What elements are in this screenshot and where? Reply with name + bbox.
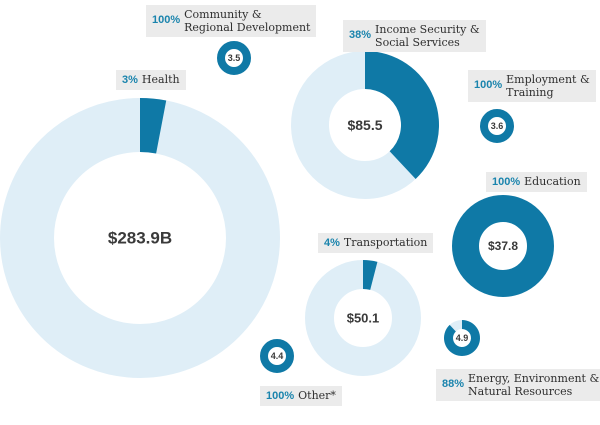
category-name-community-line2: Regional Development — [184, 21, 311, 34]
category-name-community-line1: Community & — [184, 8, 262, 21]
share-label-education: 100% — [492, 176, 521, 188]
share-label-health: 3% — [122, 74, 138, 86]
category-name-income-line1: Income Security & — [375, 23, 480, 36]
total-label-other: 4.4 — [271, 351, 284, 361]
category-name-energy-line2: Natural Resources — [468, 385, 573, 398]
donut-income: $85.5 — [291, 51, 440, 199]
label-other: 100% Other* — [260, 386, 342, 406]
total-label-employment: 3.6 — [491, 121, 504, 131]
total-label-health: $283.9B — [108, 229, 172, 248]
category-name-income-line2: Social Services — [375, 36, 460, 49]
category-name-employment-line1: Employment & — [506, 73, 590, 86]
donut-health: $283.9B — [0, 98, 280, 378]
label-energy: 88% Energy, Environment & Natural Resour… — [436, 369, 600, 401]
share-label-income: 38% — [349, 29, 372, 41]
donut-employment: 3.6 — [480, 109, 514, 143]
label-community: 100% Community & Regional Development — [146, 5, 317, 37]
category-name-energy-line1: Energy, Environment & — [468, 372, 600, 385]
donut-share-transportation — [363, 260, 378, 290]
donut-share-income — [365, 51, 440, 179]
label-health: 3% Health — [116, 70, 186, 90]
total-label-transportation: $50.1 — [347, 311, 380, 326]
label-employment: 100% Employment & Training — [468, 70, 596, 102]
share-label-transportation: 4% — [324, 237, 340, 249]
total-label-community: 3.5 — [228, 53, 241, 63]
share-label-community: 100% — [152, 14, 181, 26]
donut-community: 3.5 — [217, 41, 251, 75]
total-label-education: $37.8 — [488, 239, 518, 253]
donut-energy: 4.9 — [444, 320, 481, 357]
category-name-education: Education — [524, 175, 581, 188]
share-label-employment: 100% — [474, 79, 503, 91]
donut-other: 4.4 — [260, 339, 294, 373]
category-name-health: Health — [141, 73, 180, 86]
category-name-employment-line2: Training — [506, 86, 554, 99]
share-label-other: 100% — [266, 390, 295, 402]
label-income: 38% Income Security & Social Services — [343, 20, 486, 52]
donut-share-energy — [444, 320, 481, 357]
label-education: 100% Education — [486, 172, 587, 192]
category-name-transportation: Transportation — [343, 236, 428, 249]
donut-education: $37.8 — [452, 195, 554, 297]
donut-ring-other — [260, 339, 294, 373]
donut-share-health — [140, 98, 167, 154]
share-label-energy: 88% — [442, 378, 465, 390]
donut-ring-employment — [480, 109, 514, 143]
total-label-income: $85.5 — [347, 117, 382, 133]
category-name-other: Other* — [298, 389, 336, 402]
donut-ring-community — [217, 41, 251, 75]
total-label-energy: 4.9 — [456, 333, 469, 343]
label-transportation: 4% Transportation — [318, 233, 434, 253]
donut-ring-education — [452, 195, 554, 297]
donut-transportation: $50.1 — [305, 260, 421, 376]
